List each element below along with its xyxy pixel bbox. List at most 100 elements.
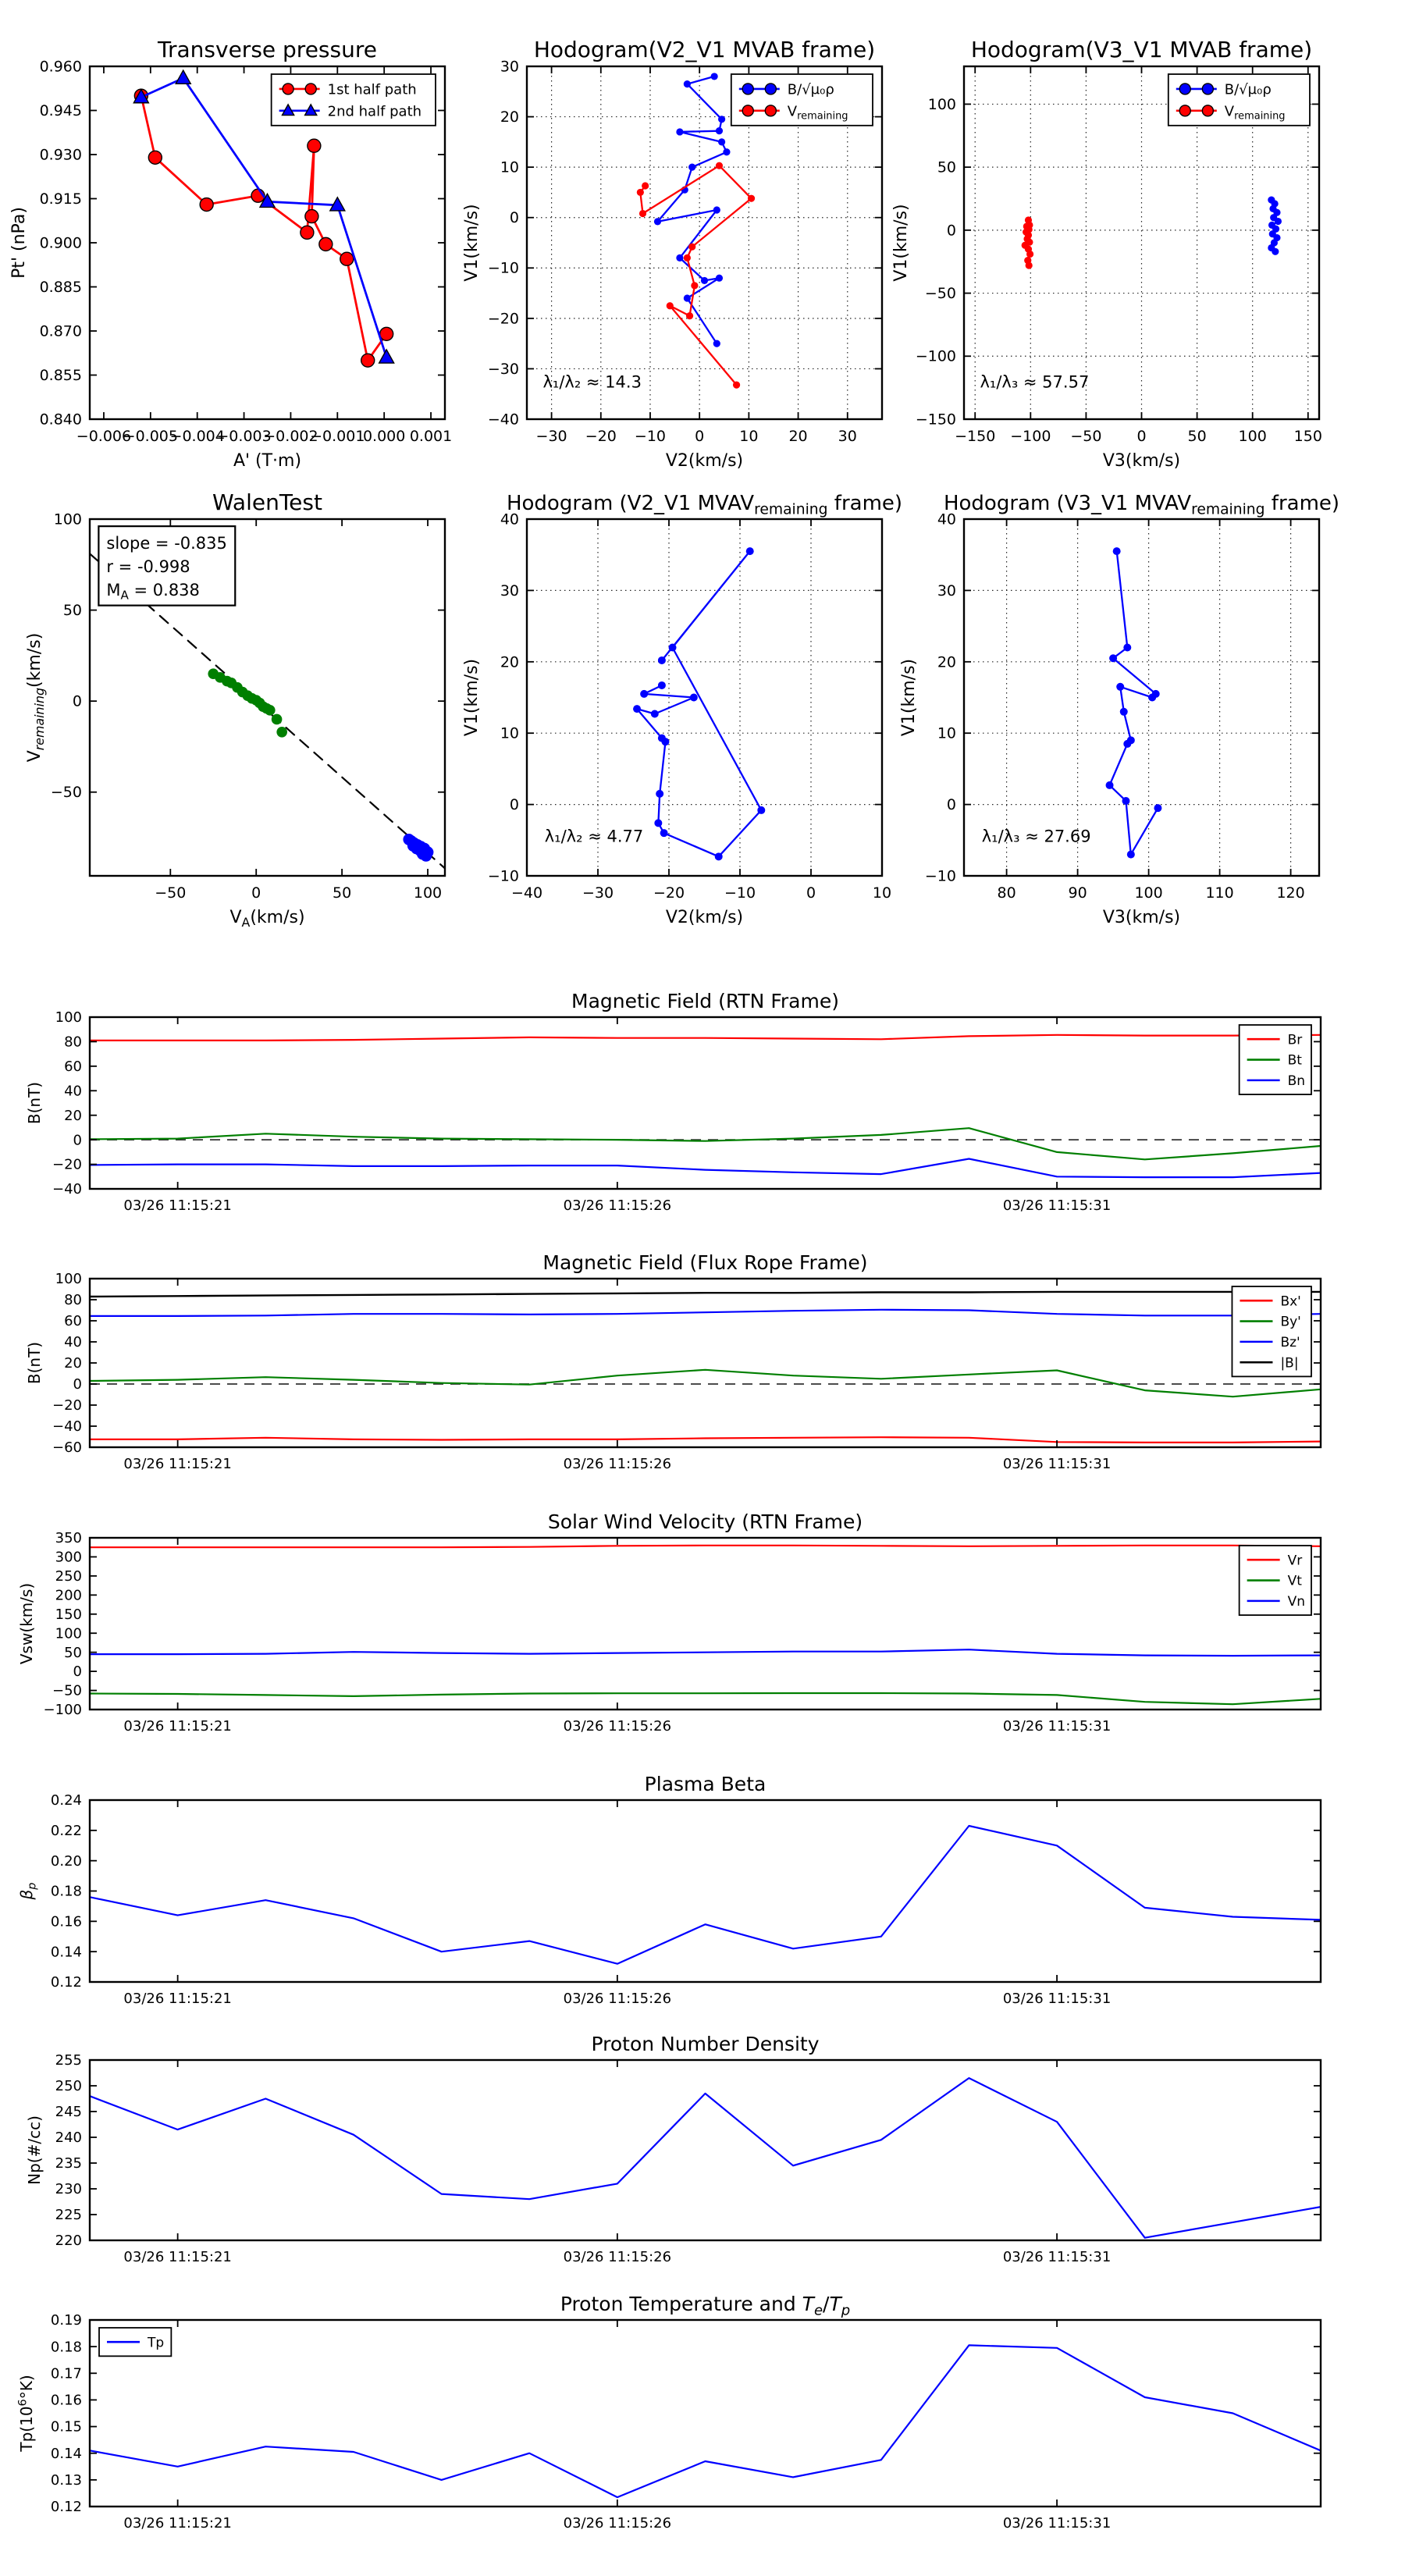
- series-bz-: [90, 1308, 1321, 1317]
- circle-marker: [340, 251, 354, 266]
- circle-marker: [713, 206, 720, 214]
- y-tick-label: 100: [55, 1271, 82, 1287]
- y-tick-label: 0: [947, 222, 956, 239]
- legend-label: 1st half path: [328, 81, 417, 98]
- y-axis-label: Tp(106°K): [16, 2375, 36, 2452]
- y-tick-label: 0.885: [40, 279, 82, 296]
- circle-marker: [676, 128, 684, 136]
- x-tick-label: 30: [838, 428, 857, 445]
- x-tick-label: 0: [695, 428, 704, 445]
- circle-marker: [764, 105, 777, 117]
- y-tick-label: −60: [52, 1439, 82, 1456]
- legend: Vr Vt Vn: [1238, 1545, 1312, 1616]
- y-axis-label: Np(#/cc): [25, 2115, 44, 2185]
- plot-title: Hodogram (V2_V1 MVAVremaining frame): [507, 492, 902, 518]
- circle-marker: [405, 835, 418, 848]
- circle-marker: [640, 689, 649, 698]
- legend: Br Bt Bn: [1238, 1024, 1312, 1095]
- triangle-marker: [378, 348, 395, 364]
- circle-marker: [714, 852, 723, 861]
- circle-marker: [715, 162, 724, 169]
- y-tick-label: −10: [925, 867, 956, 884]
- circle-marker: [688, 243, 696, 251]
- y-tick-label: 200: [55, 1587, 82, 1603]
- x-tick-label: 03/26 11:15:26: [564, 1718, 671, 1735]
- circle-marker: [1201, 83, 1215, 95]
- tick-marks: [90, 66, 445, 420]
- y-tick-label: 0.15: [51, 2419, 82, 2435]
- y-tick-label: −50: [925, 285, 956, 302]
- x-tick-label: 03/26 11:15:21: [123, 2249, 231, 2265]
- plot-title: Transverse pressure: [157, 37, 377, 62]
- circle-marker: [715, 127, 724, 135]
- plot-title: Hodogram(V3_V1 MVAB frame): [971, 37, 1312, 62]
- y-tick-label: 0: [947, 796, 956, 813]
- y-tick-label: 0: [73, 1663, 82, 1680]
- circle-marker: [1026, 250, 1034, 258]
- circle-marker: [654, 819, 663, 827]
- x-tick-label: 20: [788, 428, 807, 445]
- y-tick-label: 0.18: [51, 2339, 82, 2355]
- plot-title: Magnetic Field (Flux Rope Frame): [542, 1251, 867, 1274]
- y-tick-label: 0.22: [51, 1823, 82, 1839]
- y-tick-label: 100: [55, 1625, 82, 1642]
- x-tick-label: 03/26 11:15:26: [564, 2515, 671, 2532]
- circle-marker: [420, 849, 432, 862]
- y-tick-label: 0: [510, 209, 519, 226]
- y-tick-label: 250: [55, 2078, 82, 2094]
- y-tick-label: 150: [55, 1606, 82, 1623]
- y-tick-label: 10: [937, 725, 956, 742]
- y-axis-label: Pt' (nPa): [9, 207, 29, 279]
- y-tick-label: 0.12: [51, 2499, 82, 2515]
- y-tick-label: −20: [488, 310, 519, 327]
- y-tick-label: 225: [55, 2207, 82, 2223]
- y-tick-label: −30: [488, 361, 519, 378]
- circle-marker: [1272, 247, 1279, 255]
- x-tick-label: −40: [511, 884, 542, 902]
- x-tick-label: 0.000: [363, 428, 405, 445]
- circle-marker: [676, 254, 684, 262]
- x-tick-label: 03/26 11:15:21: [123, 2515, 231, 2532]
- circle-marker: [264, 705, 276, 716]
- plot-title: Hodogram(V2_V1 MVAB frame): [534, 37, 875, 62]
- x-tick-label: 03/26 11:15:26: [564, 2249, 671, 2265]
- circle-marker: [715, 274, 724, 282]
- y-tick-label: 40: [937, 511, 956, 528]
- circle-marker: [710, 73, 718, 80]
- y-tick-label: 0.900: [40, 234, 82, 251]
- x-tick-label: 50: [333, 884, 351, 902]
- legend-label: Bn: [1288, 1073, 1305, 1089]
- y-tick-label: 40: [64, 1083, 82, 1099]
- circle-marker: [636, 188, 644, 197]
- x-tick-label: 03/26 11:15:31: [1003, 1991, 1111, 2007]
- legend-label: Vn: [1288, 1594, 1305, 1610]
- y-axis-label: B(nT): [25, 1342, 44, 1384]
- x-tick-label: −0.005: [123, 428, 178, 445]
- circle-marker: [1116, 682, 1125, 691]
- axes-spines: [962, 518, 1321, 877]
- y-tick-label: 30: [500, 582, 519, 600]
- x-tick-label: 03/26 11:15:31: [1003, 2515, 1111, 2532]
- x-tick-label: 150: [1294, 428, 1322, 445]
- y-axis-label: V1(km/s): [462, 659, 482, 736]
- circle-marker: [745, 547, 754, 556]
- y-tick-label: 0.930: [40, 146, 82, 163]
- circle-marker: [276, 727, 287, 738]
- y-tick-label: −100: [916, 348, 956, 365]
- series-by-: [90, 1368, 1321, 1398]
- x-tick-label: 03/26 11:15:21: [123, 1991, 231, 2007]
- annotation-text: λ₁/λ₂ ≈ 14.3: [542, 373, 641, 392]
- legend: Tp: [98, 2327, 173, 2357]
- y-tick-label: 20: [64, 1108, 82, 1124]
- annotation-line: slope = -0.835: [106, 534, 227, 553]
- y-tick-label: −10: [488, 867, 519, 884]
- annotation-text: λ₁/λ₂ ≈ 4.77: [545, 827, 643, 846]
- circle-marker: [713, 340, 720, 347]
- y-tick-label: 100: [54, 511, 82, 528]
- x-tick-label: 03/26 11:15:31: [1003, 1718, 1111, 1735]
- legend-label: Vr: [1288, 1553, 1303, 1568]
- y-tick-label: 60: [64, 1313, 82, 1329]
- y-tick-label: 20: [500, 653, 519, 671]
- circle-marker: [723, 148, 731, 156]
